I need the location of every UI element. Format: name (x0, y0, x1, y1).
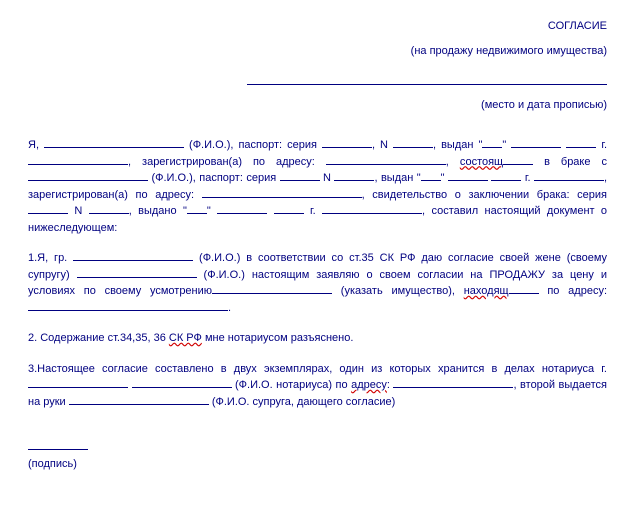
declarant-paragraph: Я, (Ф.И.О.), паспорт: серия , N , выдан … (28, 137, 607, 236)
doc-subtitle: (на продажу недвижимого имущества) (28, 43, 607, 60)
signature-line (28, 438, 88, 450)
signature-block: (подпись) (28, 438, 607, 472)
paragraph-2: 2. Содержание ст.34,35, 36 СК РФ мне нот… (28, 330, 607, 347)
place-date-line (28, 73, 607, 93)
place-date-label: (место и дата прописью) (28, 97, 607, 114)
wavy-skrf: СК РФ (169, 332, 202, 344)
wavy-nahodyash: находящ (464, 285, 509, 297)
doc-title: СОГЛАСИЕ (28, 18, 607, 35)
wavy-adresu: адресу (351, 379, 387, 391)
paragraph-1: 1.Я, гр. (Ф.И.О.) в соответствии со ст.3… (28, 250, 607, 316)
signature-label: (подпись) (28, 456, 607, 473)
wavy-sostoyash: состоящ (460, 156, 503, 168)
paragraph-3: 3.Настоящее согласие составлено в двух э… (28, 361, 607, 411)
